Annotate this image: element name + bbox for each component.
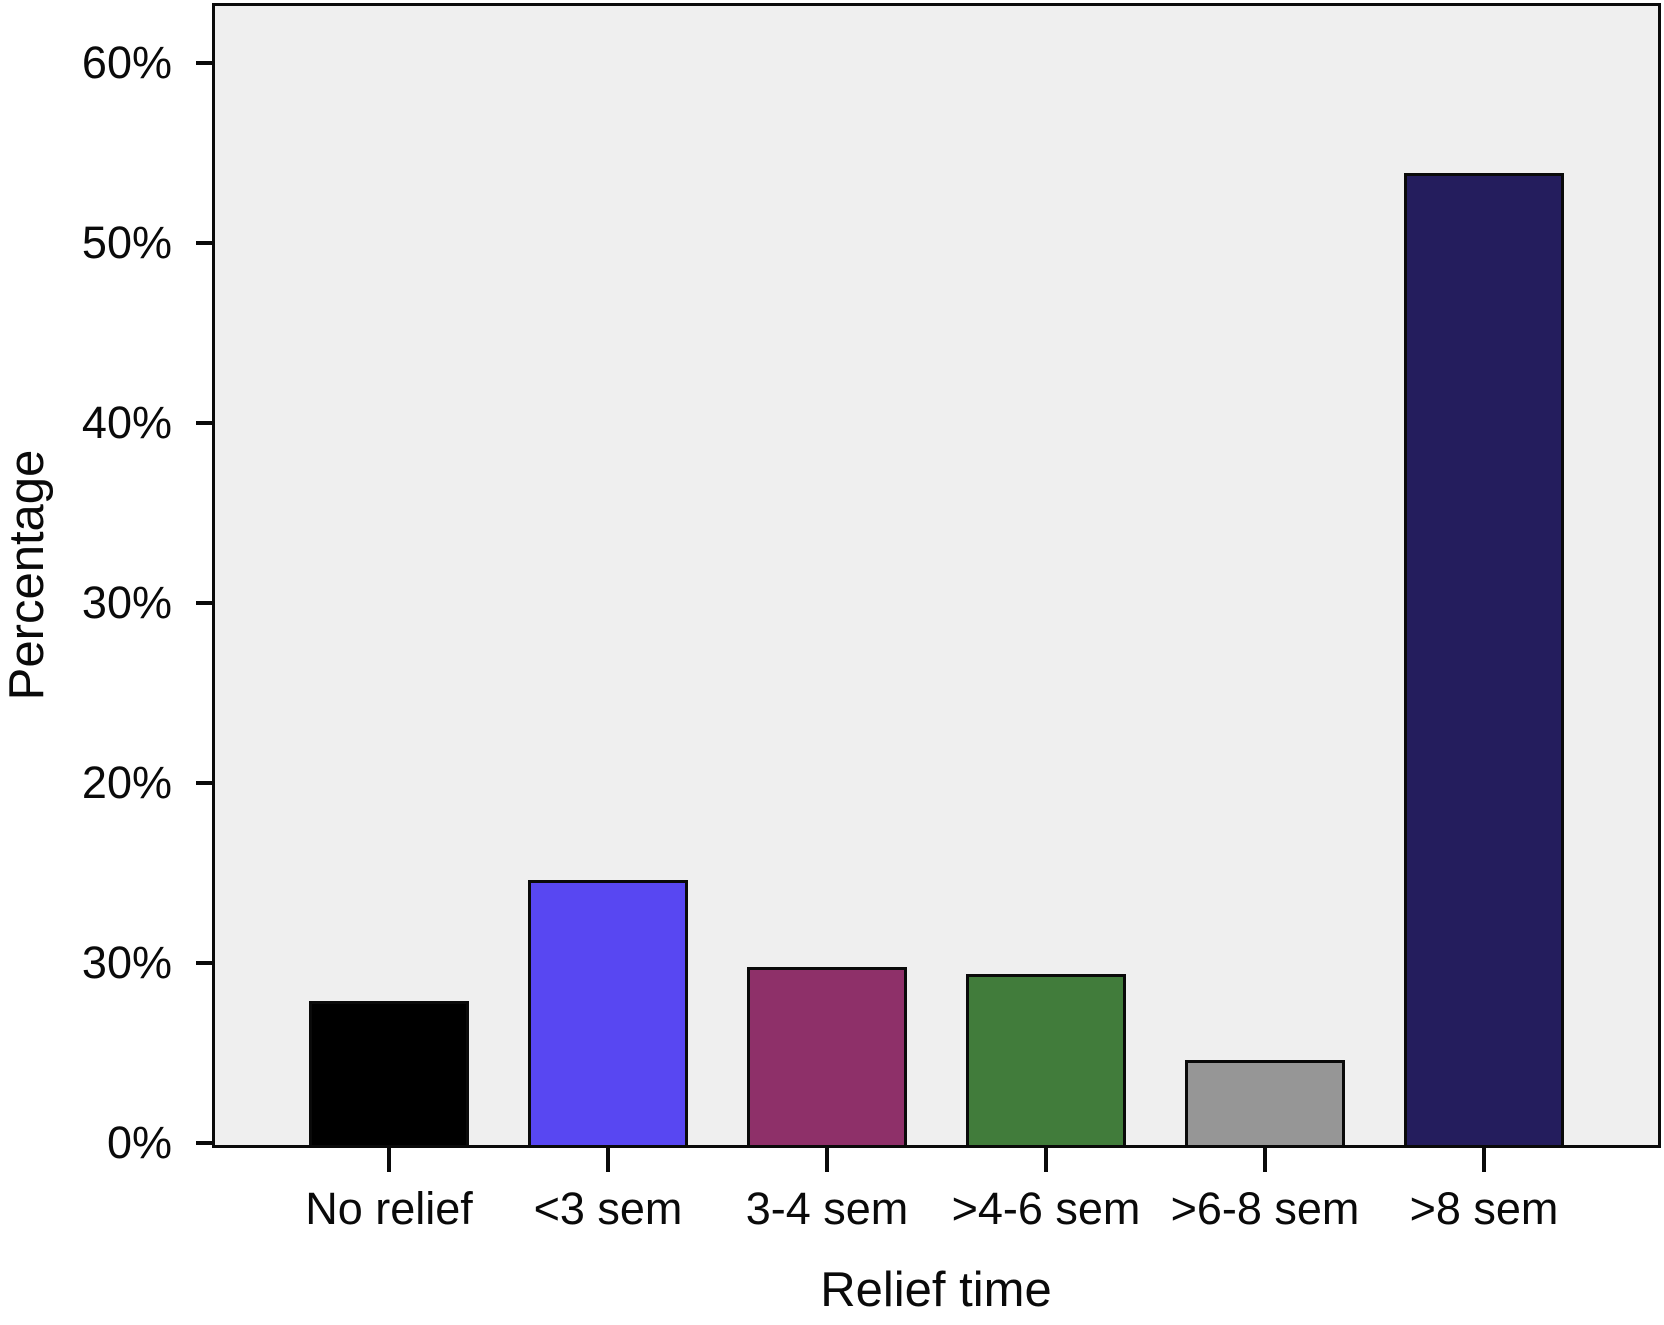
y-tick-label-60: 60% xyxy=(81,37,172,88)
bar-no-relief xyxy=(309,1001,469,1145)
x-tick-mark xyxy=(1044,1147,1048,1172)
y-tick-mark xyxy=(196,61,214,65)
y-tick-mark xyxy=(196,241,214,245)
y-tick-mark xyxy=(196,421,214,425)
y-tick-label-0: 0% xyxy=(106,1117,172,1168)
x-tick-mark xyxy=(1263,1147,1267,1172)
y-tick-mark xyxy=(196,1141,214,1145)
y-tick-label-20: 20% xyxy=(81,757,172,808)
x-category-label: >6-8 sem xyxy=(1170,1183,1360,1234)
x-tick-mark xyxy=(825,1147,829,1172)
x-category-label: >4-6 sem xyxy=(951,1183,1141,1234)
y-tick-label-30: 30% xyxy=(81,577,172,628)
x-tick-mark xyxy=(1482,1147,1486,1172)
y-tick-label-40: 40% xyxy=(81,397,172,448)
x-category-label: <3 sem xyxy=(533,1183,683,1234)
y-tick-mark xyxy=(196,601,214,605)
y-tick-label-10: 30% xyxy=(81,937,172,988)
y-tick-mark xyxy=(196,781,214,785)
x-category-label: 3-4 sem xyxy=(745,1183,909,1234)
y-tick-mark xyxy=(196,961,214,965)
x-tick-mark xyxy=(606,1147,610,1172)
x-category-label: >8 sem xyxy=(1409,1183,1559,1234)
bar-3-4-sem xyxy=(747,967,907,1145)
bar-gt6-8-sem xyxy=(1185,1060,1345,1145)
x-tick-mark xyxy=(387,1147,391,1172)
bar-lt3-sem xyxy=(528,880,688,1145)
plot-area xyxy=(212,3,1661,1148)
bar-gt8-sem xyxy=(1404,173,1564,1145)
x-axis-title: Relief time xyxy=(820,1263,1052,1317)
x-category-label: No relief xyxy=(305,1183,473,1234)
bar-gt4-6-sem xyxy=(966,974,1126,1145)
y-tick-label-50: 50% xyxy=(81,217,172,268)
